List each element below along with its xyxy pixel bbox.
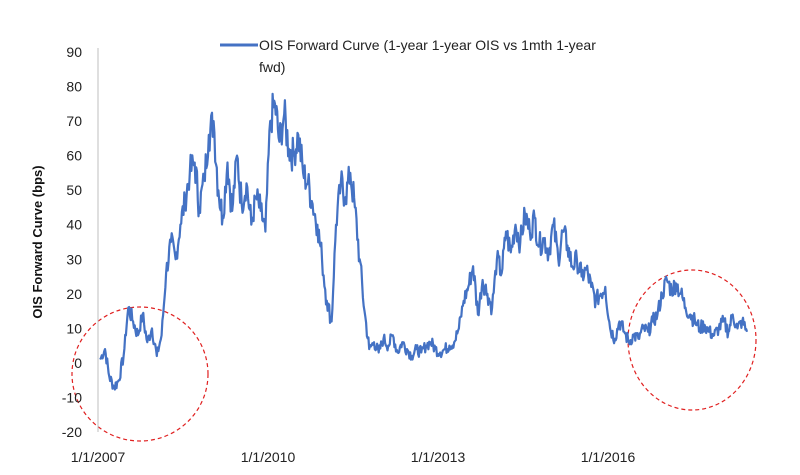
y-tick-label: 0 bbox=[74, 355, 82, 371]
y-tick-label: 90 bbox=[66, 44, 82, 60]
series-line bbox=[99, 92, 749, 391]
x-tick-label: 1/1/2010 bbox=[241, 449, 296, 465]
annotation-circle-early bbox=[71, 306, 209, 442]
x-tick-label: 1/1/2007 bbox=[71, 449, 126, 465]
y-tick-label: 20 bbox=[66, 286, 82, 302]
y-tick-label: 80 bbox=[66, 79, 82, 95]
annotation-circle-late bbox=[627, 269, 757, 411]
y-tick-label: -10 bbox=[62, 389, 82, 405]
legend-label-line-2: fwd) bbox=[259, 59, 285, 75]
y-tick-label: 10 bbox=[66, 320, 82, 336]
y-tick-label: 50 bbox=[66, 182, 82, 198]
y-tick-label: 60 bbox=[66, 148, 82, 164]
x-tick-label: 1/1/2013 bbox=[411, 449, 466, 465]
y-tick-label: -20 bbox=[62, 424, 82, 440]
y-tick-label: 30 bbox=[66, 251, 82, 267]
y-axis-title: OIS Forward Curve (bps) bbox=[30, 165, 45, 318]
y-tick-label: 40 bbox=[66, 217, 82, 233]
legend-label-line-1: OIS Forward Curve (1-year 1-year OIS vs … bbox=[259, 37, 596, 53]
x-tick-label: 1/1/2016 bbox=[581, 449, 636, 465]
y-tick-label: 70 bbox=[66, 113, 82, 129]
